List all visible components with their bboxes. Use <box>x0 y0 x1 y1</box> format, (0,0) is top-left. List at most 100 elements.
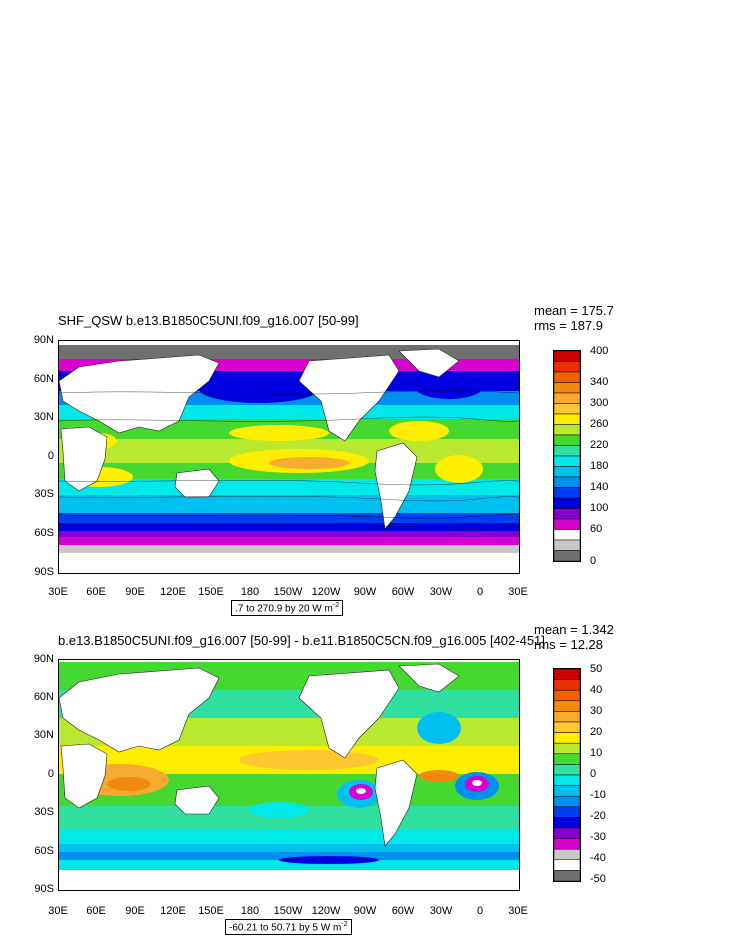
colorbar-swatch <box>553 774 581 786</box>
lon-tick-label: 60E <box>86 586 106 598</box>
colorbar-swatch <box>553 806 581 818</box>
lon-tick-label: 150W <box>273 905 303 917</box>
colorbar-swatch <box>553 817 581 829</box>
lon-tick-label: 150E <box>198 905 224 917</box>
colorbar-swatch <box>553 700 581 712</box>
colorbar-swatch <box>553 350 581 362</box>
colorbar-swatch <box>553 764 581 776</box>
lon-tick-label: 150W <box>273 586 303 598</box>
colorbar-swatch <box>553 848 581 861</box>
colorbar-label: -10 <box>590 789 606 801</box>
colorbar-label: 0 <box>590 555 597 567</box>
colorbar-label: 220 <box>590 439 609 451</box>
lon-tick-label: 180 <box>240 586 260 598</box>
colorbar-swatch <box>553 424 581 436</box>
lon-tick-label: 30W <box>429 905 453 917</box>
lon-tick-label: 60E <box>86 905 106 917</box>
panel-title: SHF_QSW b.e13.B1850C5UNI.f09_g16.007 [50… <box>58 313 359 328</box>
colorbar-label: 20 <box>590 726 603 738</box>
lat-tick-label: 30N <box>33 729 54 741</box>
panel-title: b.e13.B1850C5UNI.f09_g16.007 [50-99] - b… <box>58 633 545 648</box>
colorbar-swatch <box>553 838 581 850</box>
lon-tick-label: 90E <box>125 905 145 917</box>
lat-tick-label: 0 <box>47 450 54 462</box>
lat-tick-label: 90S <box>34 566 54 578</box>
colorbar-swatch <box>553 371 581 383</box>
lat-tick-label: 30S <box>34 806 54 818</box>
colorbar-swatch <box>553 508 581 520</box>
colorbar-swatch <box>553 529 581 541</box>
lat-tick-label: 30N <box>33 411 54 423</box>
lat-tick-label: 90S <box>34 883 54 895</box>
colorbar-swatch <box>553 732 581 744</box>
lon-tick-label: 120W <box>311 586 341 598</box>
lon-tick-label: 30E <box>508 586 528 598</box>
colorbar-label: 100 <box>590 502 609 514</box>
colorbar-label: 180 <box>590 460 609 472</box>
lat-tick-label: 90N <box>33 334 54 346</box>
colorbar-label: 40 <box>590 684 603 696</box>
colorbar-swatch <box>553 392 581 404</box>
map-plot <box>58 659 520 891</box>
lon-tick-label: 60W <box>391 905 415 917</box>
colorbar-swatch <box>553 539 581 551</box>
rms-value: rms = 187.9 <box>534 318 604 333</box>
lat-tick-label: 30S <box>34 488 54 500</box>
colorbar-swatch <box>553 382 581 394</box>
colorbar-swatch <box>553 859 581 871</box>
colorbar-swatch <box>553 413 581 425</box>
colorbar-label: 50 <box>590 663 603 675</box>
colorbar-swatch <box>553 518 581 530</box>
contour-field <box>59 660 519 890</box>
lat-tick-label: 90N <box>33 653 54 665</box>
contour-range-label: -60.21 to 50.71 by 5 W m-2 <box>225 919 352 936</box>
colorbar-swatch <box>553 550 581 562</box>
colorbar-label: -20 <box>590 810 606 822</box>
colorbar-swatch <box>553 753 581 765</box>
colorbar-swatch <box>553 721 581 733</box>
colorbar-swatch <box>553 679 581 691</box>
colorbar-swatch <box>553 476 581 488</box>
colorbar-label: 30 <box>590 705 603 717</box>
colorbar-label: 10 <box>590 747 603 759</box>
colorbar-label: 300 <box>590 397 609 409</box>
colorbar-swatch <box>553 497 581 509</box>
lon-tick-label: 90E <box>125 586 145 598</box>
colorbar-swatch <box>553 711 581 723</box>
lon-tick-label: 30E <box>508 905 528 917</box>
lon-tick-label: 30E <box>48 586 68 598</box>
colorbar-swatch <box>553 668 581 680</box>
rms-value: rms = 12.28 <box>534 637 604 652</box>
lon-tick-label: 180 <box>240 905 260 917</box>
colorbar-swatch <box>553 403 581 415</box>
colorbar-swatch <box>553 445 581 457</box>
lon-tick-label: 90W <box>353 905 377 917</box>
colorbar-swatches <box>553 350 581 562</box>
lat-tick-label: 60N <box>33 373 54 385</box>
colorbar-swatch <box>553 487 581 499</box>
contour-field <box>59 341 519 573</box>
lon-tick-label: 90W <box>353 586 377 598</box>
colorbar-label: 340 <box>590 376 609 388</box>
colorbar-swatch <box>553 466 581 478</box>
colorbar-label: 260 <box>590 418 609 430</box>
lon-tick-label: 150E <box>198 586 224 598</box>
colorbar-swatches <box>553 668 581 882</box>
colorbar-label: 60 <box>590 523 603 535</box>
colorbar-label: 400 <box>590 345 609 357</box>
map-plot <box>58 340 520 574</box>
lon-tick-label: 120W <box>311 905 341 917</box>
lat-tick-label: 60N <box>33 691 54 703</box>
colorbar-swatch <box>553 361 581 373</box>
contour-range-label: .7 to 270.9 by 20 W m-2 <box>231 600 344 617</box>
lon-tick-label: 0 <box>476 905 484 917</box>
colorbar-swatch <box>553 795 581 808</box>
colorbar-swatch <box>553 689 581 702</box>
lat-tick-label: 60S <box>34 527 54 539</box>
colorbar-swatch <box>553 434 581 446</box>
mean-value: mean = 1.342 <box>534 622 614 637</box>
colorbar-label: -30 <box>590 831 606 843</box>
colorbar-swatch <box>553 742 581 755</box>
lon-tick-label: 30E <box>48 905 68 917</box>
panel-shf-qsw: SHF_QSW b.e13.B1850C5UNI.f09_g16.007 [50… <box>33 303 614 617</box>
